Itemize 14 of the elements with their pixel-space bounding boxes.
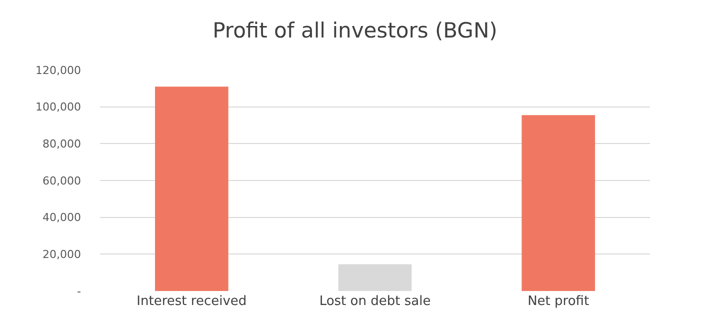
y-tick-label: 120,000 (36, 64, 81, 77)
y-tick-label: 40,000 (42, 211, 81, 224)
x-tick-label: Interest received (136, 294, 247, 309)
y-tick-label: 60,000 (42, 174, 81, 188)
y-tick-label: 80,000 (42, 138, 81, 151)
chart-title: Profit of all investors (BGN) (212, 18, 498, 43)
x-tick-label: Net profit (528, 294, 590, 309)
y-tick-label: 100,000 (36, 100, 81, 114)
bar (338, 264, 412, 291)
bar (155, 86, 228, 291)
y-tick-label: - (77, 284, 82, 298)
bar (522, 115, 595, 291)
x-tick-label: Lost on debt sale (319, 294, 431, 309)
y-tick-label: 20,000 (42, 248, 81, 262)
